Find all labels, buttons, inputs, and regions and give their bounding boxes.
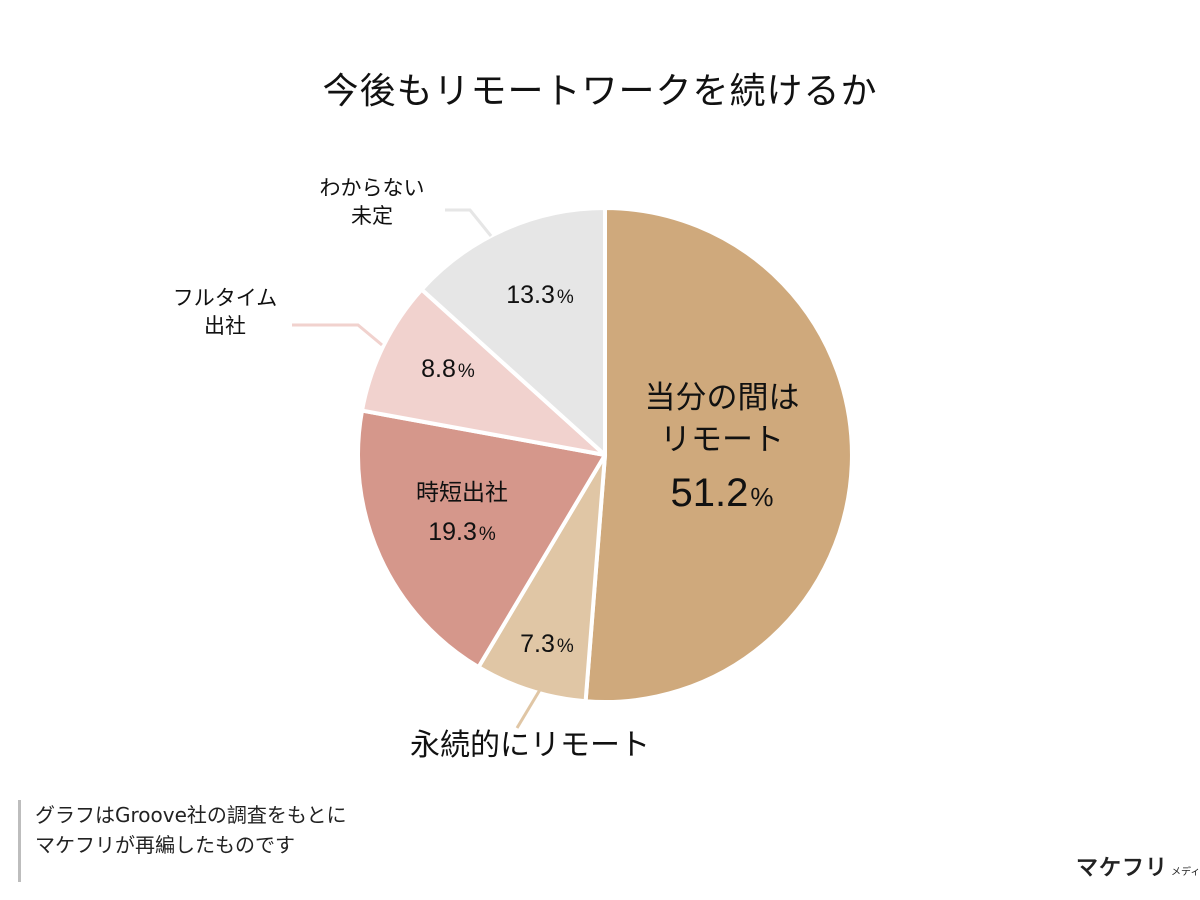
slice-4-value: 13.3% xyxy=(506,281,574,309)
logo-main: マケフリ xyxy=(1076,856,1169,881)
source-line-1: グラフはGroove社の調査をもとに xyxy=(35,803,347,827)
source-line-2: マケフリが再編したものです xyxy=(35,833,295,857)
leader-lines xyxy=(292,208,555,729)
slice-4-leader xyxy=(445,208,493,237)
pie-slice-2 xyxy=(356,408,607,670)
slice-2-label-line-0: 時短出社 xyxy=(416,480,508,506)
pie-slice-3 xyxy=(360,287,607,457)
slice-3-label-line-0: フルタイム xyxy=(173,286,278,310)
slice-3-value: 8.8% xyxy=(421,355,475,383)
pie-slice-1 xyxy=(476,453,607,704)
chart-title: 今後もリモートワークを続けるか xyxy=(322,71,878,112)
brand-logo: マケフリメディア xyxy=(1076,850,1200,882)
slice-1-leader xyxy=(515,667,555,729)
source-note: グラフはGroove社の調査をもとに マケフリが再編したものです xyxy=(18,800,347,882)
slice-0-value: 51.2% xyxy=(671,471,774,515)
slice-3-leader xyxy=(292,323,383,347)
slice-4-label-line-1: 未定 xyxy=(351,204,393,228)
pie-slices xyxy=(356,206,854,704)
slice-0-label-line-0: 当分の間は xyxy=(645,380,800,416)
slice-0-label-line-1: リモート xyxy=(660,422,784,458)
pie-slice-4 xyxy=(419,206,607,457)
pie-slice-0 xyxy=(583,206,854,704)
slice-2-value: 19.3% xyxy=(428,518,496,546)
slice-1-value: 7.3% xyxy=(520,630,574,658)
logo-sub: メディア xyxy=(1171,867,1200,878)
slice-1-label-line-0: 永続的にリモート xyxy=(410,728,650,763)
slice-4-label-line-0: わからない xyxy=(320,176,425,200)
slice-3-label-line-1: 出社 xyxy=(204,314,246,338)
